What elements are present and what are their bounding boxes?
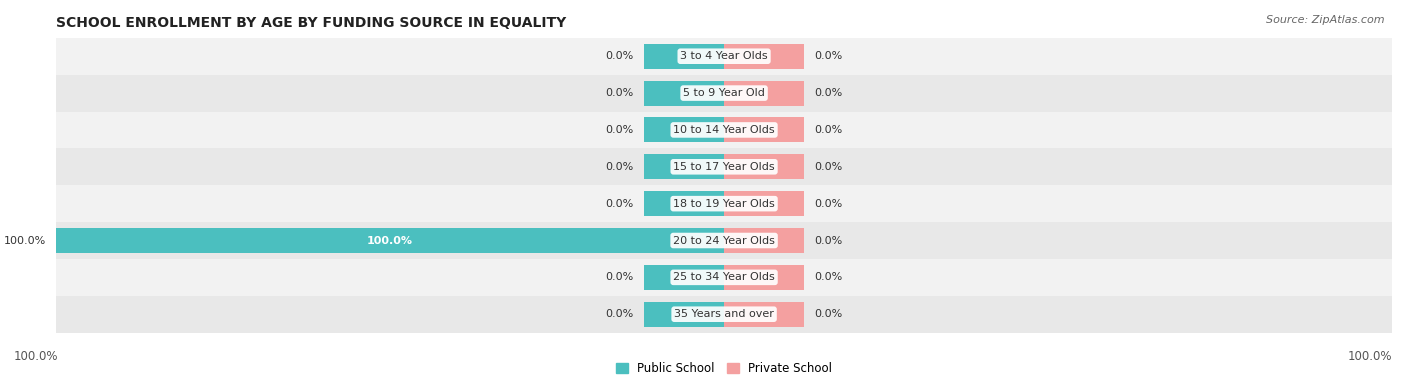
Text: 3 to 4 Year Olds: 3 to 4 Year Olds — [681, 51, 768, 61]
Text: 0.0%: 0.0% — [814, 309, 842, 319]
Bar — [56, 112, 1392, 149]
Legend: Public School, Private School: Public School, Private School — [612, 357, 837, 378]
Bar — [724, 118, 804, 143]
Bar — [56, 228, 724, 253]
Text: 5 to 9 Year Old: 5 to 9 Year Old — [683, 88, 765, 98]
Text: 0.0%: 0.0% — [814, 162, 842, 172]
Bar — [644, 154, 724, 179]
Bar — [724, 81, 804, 105]
Bar — [56, 185, 1392, 222]
Text: Source: ZipAtlas.com: Source: ZipAtlas.com — [1267, 15, 1385, 25]
Text: 100.0%: 100.0% — [367, 235, 413, 245]
Text: 0.0%: 0.0% — [814, 273, 842, 282]
Bar — [56, 222, 1392, 259]
Text: SCHOOL ENROLLMENT BY AGE BY FUNDING SOURCE IN EQUALITY: SCHOOL ENROLLMENT BY AGE BY FUNDING SOUR… — [56, 16, 567, 30]
Text: 35 Years and over: 35 Years and over — [673, 309, 775, 319]
Bar — [644, 191, 724, 216]
Bar — [56, 75, 1392, 112]
Bar — [644, 265, 724, 290]
Text: 0.0%: 0.0% — [814, 235, 842, 245]
Text: 10 to 14 Year Olds: 10 to 14 Year Olds — [673, 125, 775, 135]
Bar — [644, 81, 724, 105]
Text: 15 to 17 Year Olds: 15 to 17 Year Olds — [673, 162, 775, 172]
Text: 0.0%: 0.0% — [606, 125, 634, 135]
Text: 0.0%: 0.0% — [814, 199, 842, 209]
Bar — [724, 44, 804, 69]
Text: 0.0%: 0.0% — [814, 51, 842, 61]
Text: 0.0%: 0.0% — [606, 88, 634, 98]
Bar — [56, 38, 1392, 75]
Bar — [56, 149, 1392, 185]
Bar — [724, 228, 804, 253]
Text: 0.0%: 0.0% — [814, 88, 842, 98]
Bar — [56, 296, 1392, 333]
Bar — [724, 265, 804, 290]
Bar — [644, 44, 724, 69]
Text: 0.0%: 0.0% — [606, 51, 634, 61]
Text: 100.0%: 100.0% — [1347, 350, 1392, 363]
Bar — [724, 191, 804, 216]
Bar — [644, 118, 724, 143]
Text: 0.0%: 0.0% — [606, 199, 634, 209]
Bar — [724, 302, 804, 327]
Bar — [644, 302, 724, 327]
Text: 100.0%: 100.0% — [4, 235, 46, 245]
Text: 0.0%: 0.0% — [814, 125, 842, 135]
Bar — [724, 154, 804, 179]
Text: 25 to 34 Year Olds: 25 to 34 Year Olds — [673, 273, 775, 282]
Text: 0.0%: 0.0% — [606, 162, 634, 172]
Bar — [56, 259, 1392, 296]
Text: 100.0%: 100.0% — [14, 350, 59, 363]
Text: 20 to 24 Year Olds: 20 to 24 Year Olds — [673, 235, 775, 245]
Text: 0.0%: 0.0% — [606, 273, 634, 282]
Text: 0.0%: 0.0% — [606, 309, 634, 319]
Text: 18 to 19 Year Olds: 18 to 19 Year Olds — [673, 199, 775, 209]
